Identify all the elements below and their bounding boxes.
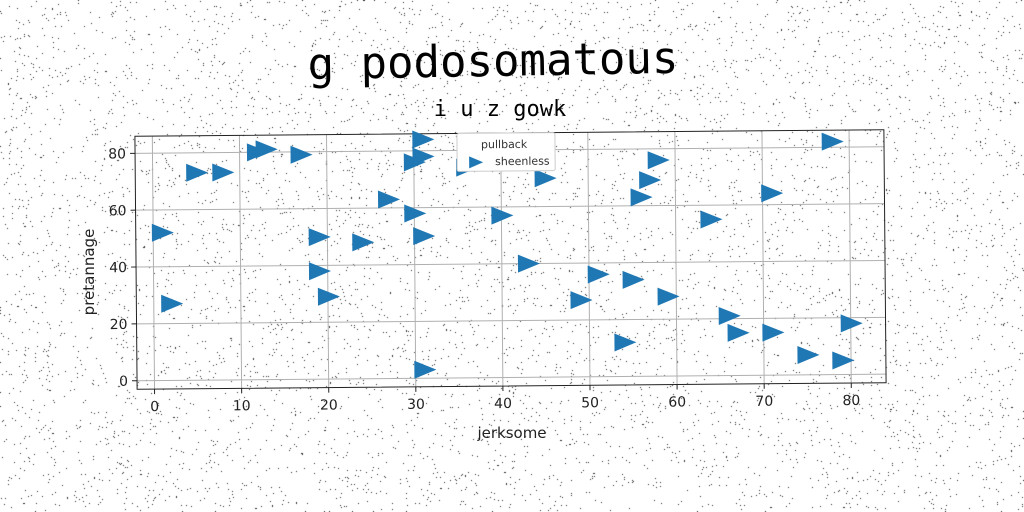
data-point: [212, 163, 235, 182]
data-point: [151, 223, 174, 242]
data-point: [630, 188, 653, 207]
x-tick-label: 20: [320, 398, 338, 414]
y-axis-label: pretannage: [80, 229, 98, 316]
data-point: [718, 306, 741, 325]
x-grid-line: [413, 133, 417, 387]
x-tick-label: 60: [668, 394, 686, 410]
plot-area: 0 10 20 30 40 50 60 70 80 0 20 40 60 80 pullback shee…: [108, 129, 887, 415]
data-point: [840, 314, 863, 333]
data-point: [534, 169, 557, 188]
data-point: [308, 228, 331, 247]
x-tick-label: 70: [755, 394, 773, 410]
y-tick-label: 60: [109, 203, 127, 219]
data-point: [317, 287, 340, 306]
data-point: [517, 254, 540, 273]
data-point: [255, 140, 278, 159]
x-axis-label: jerksome: [476, 424, 546, 442]
legend-entry-pullback: pullback: [481, 138, 528, 151]
y-tick-label: 80: [108, 146, 126, 162]
data-point: [308, 262, 331, 281]
data-point: [570, 291, 593, 310]
data-point: [587, 265, 610, 284]
data-point: [657, 287, 680, 306]
legend: pullback sheenless: [456, 132, 556, 172]
y-tick-label: 0: [119, 374, 128, 390]
data-point: [821, 132, 844, 151]
data-point: [797, 346, 820, 365]
x-grid-line: [674, 131, 678, 385]
data-point: [290, 145, 313, 164]
chart-subtitle: i u z gowk: [434, 97, 566, 122]
legend-entry-sheenless: sheenless: [495, 155, 550, 168]
x-grid-line: [761, 130, 765, 384]
data-point: [352, 233, 375, 252]
data-point: [186, 163, 209, 182]
data-point: [761, 184, 784, 203]
data-point: [727, 323, 750, 342]
x-grid-line: [238, 135, 243, 389]
data-point: [412, 147, 435, 166]
data-point: [639, 171, 662, 190]
data-point: [161, 294, 184, 313]
x-tick-label: 80: [842, 393, 860, 409]
x-tick-label: 50: [581, 395, 599, 411]
y-grid-line: [137, 373, 887, 382]
y-tick-label: 20: [110, 317, 128, 333]
y-tick-label: 40: [109, 260, 127, 276]
x-grid-line: [500, 133, 504, 387]
x-tick-label: 30: [407, 397, 425, 413]
data-point: [622, 270, 645, 289]
x-grid-line: [848, 130, 852, 384]
data-point: [491, 206, 514, 225]
data-point: [377, 190, 401, 209]
x-grid-line: [326, 134, 330, 388]
x-tick-label: 10: [233, 398, 251, 414]
y-grid-line: [135, 203, 885, 211]
axis-ticks: 0 10 20 30 40 50 60 70 80 0 20 40 60 80: [108, 146, 860, 415]
data-point: [414, 360, 437, 379]
data-point: [412, 130, 435, 149]
x-tick-label: 0: [150, 399, 159, 415]
chart-title: g podosomatous: [307, 33, 679, 90]
legend-marker: [469, 156, 484, 169]
y-grid-line: [136, 316, 886, 325]
data-point: [647, 151, 670, 170]
data-point: [404, 204, 427, 223]
x-tick-label: 40: [494, 396, 512, 412]
x-grid-line: [151, 136, 156, 390]
y-grid-line: [136, 259, 886, 268]
data-point: [614, 333, 637, 352]
data-point: [832, 351, 855, 370]
data-points: [151, 130, 863, 379]
data-point: [762, 323, 785, 342]
data-point: [413, 227, 436, 246]
data-point: [700, 210, 723, 229]
x-grid-line: [587, 132, 591, 386]
